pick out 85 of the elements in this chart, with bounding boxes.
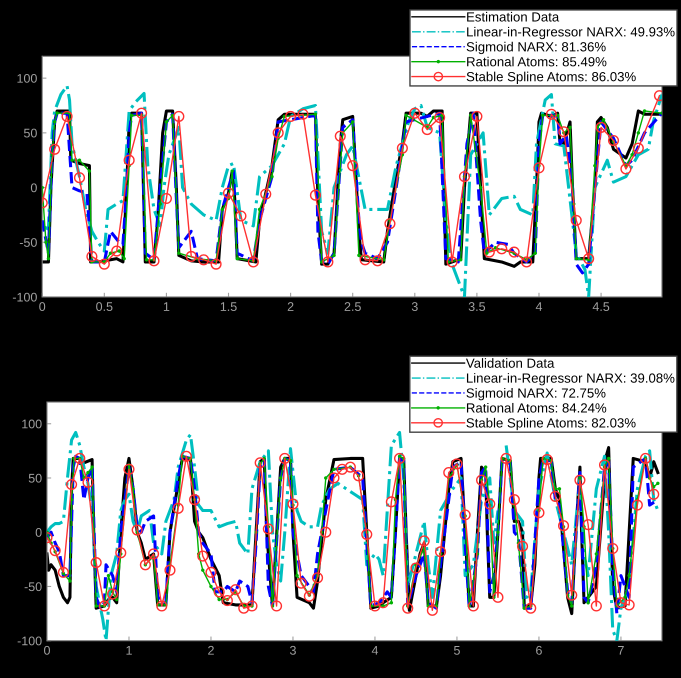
point xyxy=(49,144,60,155)
legend-label: Estimation Data xyxy=(467,12,560,22)
point xyxy=(508,246,520,258)
x-tick-label: 4 xyxy=(372,646,378,655)
point xyxy=(360,254,371,266)
x-tick-label: 1 xyxy=(164,302,170,311)
point xyxy=(347,160,358,172)
point xyxy=(446,256,458,268)
legend-label: Rational Atoms: 84.24% xyxy=(466,402,606,413)
point xyxy=(62,110,73,122)
legend-label: Sigmoid NARX: 81.36% xyxy=(466,42,606,54)
y-tick-label: -50 xyxy=(24,582,42,592)
point xyxy=(608,134,620,146)
point xyxy=(248,256,259,268)
legend-label: Sigmoid NARX: 72.75% xyxy=(466,388,606,400)
point xyxy=(310,190,321,201)
point xyxy=(297,108,309,120)
legend-label: Linear-in-Regressor NARX: 49.93% xyxy=(467,26,675,40)
point xyxy=(596,122,607,133)
point xyxy=(484,246,495,258)
x-tick-label: 3 xyxy=(412,302,418,312)
legend-label: Validation Data xyxy=(466,358,554,368)
point xyxy=(372,255,384,266)
point xyxy=(396,142,408,154)
point xyxy=(322,256,334,268)
y-tick-label: 0 xyxy=(36,528,42,537)
x-tick-label: 2 xyxy=(288,302,294,311)
point xyxy=(632,142,644,154)
y-tick-label: -50 xyxy=(20,238,37,247)
point xyxy=(260,188,272,200)
y-tick-label: 50 xyxy=(24,128,37,138)
point xyxy=(434,112,446,124)
legend-label: Rational Atoms: 85.49% xyxy=(467,56,606,66)
point xyxy=(124,154,135,166)
y-tick-label: 100 xyxy=(17,74,37,83)
point xyxy=(186,250,197,262)
point xyxy=(384,218,396,230)
point xyxy=(570,214,582,226)
point xyxy=(148,255,160,266)
point xyxy=(422,124,433,136)
point xyxy=(334,130,346,142)
legend-label: Stable Spline Atoms: 86.03% xyxy=(466,72,636,84)
point xyxy=(496,243,508,254)
x-tick-label: 4 xyxy=(536,302,542,311)
point xyxy=(471,110,482,122)
point xyxy=(210,258,222,270)
y-tick-label: 50 xyxy=(28,474,42,483)
x-tick-label: 0 xyxy=(44,646,50,655)
point xyxy=(235,210,246,222)
y-tick-label: 0 xyxy=(30,183,37,192)
x-tick-label: 3 xyxy=(290,646,296,655)
point xyxy=(521,256,532,268)
x-tick-label: 1.5 xyxy=(220,302,237,312)
x-tick-label: 3.5 xyxy=(468,302,486,312)
legend-label: Linear-in-Regressor NARX: 39.08% xyxy=(466,373,674,386)
point xyxy=(285,110,296,122)
x-tick-label: 5 xyxy=(454,646,460,655)
point xyxy=(409,108,420,119)
y-tick-label: -100 xyxy=(18,636,42,646)
point xyxy=(173,110,184,122)
point xyxy=(198,254,210,266)
point xyxy=(272,127,284,138)
legend-label: Stable Spline Atoms: 82.03% xyxy=(466,418,636,430)
point xyxy=(136,108,148,119)
x-tick-label: 4.5 xyxy=(592,302,610,312)
x-tick-label: 2.5 xyxy=(344,302,361,312)
point xyxy=(558,126,570,138)
point xyxy=(111,245,122,257)
point xyxy=(74,172,86,184)
point xyxy=(160,192,172,204)
x-tick-label: 7 xyxy=(618,646,624,655)
point xyxy=(620,163,632,175)
point xyxy=(86,250,98,262)
x-tick-label: 0.5 xyxy=(96,302,112,312)
point xyxy=(583,253,594,264)
x-tick-label: 1 xyxy=(126,646,132,655)
point xyxy=(546,108,557,120)
point xyxy=(222,187,234,199)
point xyxy=(98,258,110,270)
point xyxy=(458,171,470,182)
x-tick-label: 2 xyxy=(208,646,214,655)
point xyxy=(533,162,545,174)
y-tick-label: 100 xyxy=(22,420,42,428)
y-tick-label: -100 xyxy=(12,292,37,302)
x-tick-label: 6 xyxy=(536,646,542,655)
